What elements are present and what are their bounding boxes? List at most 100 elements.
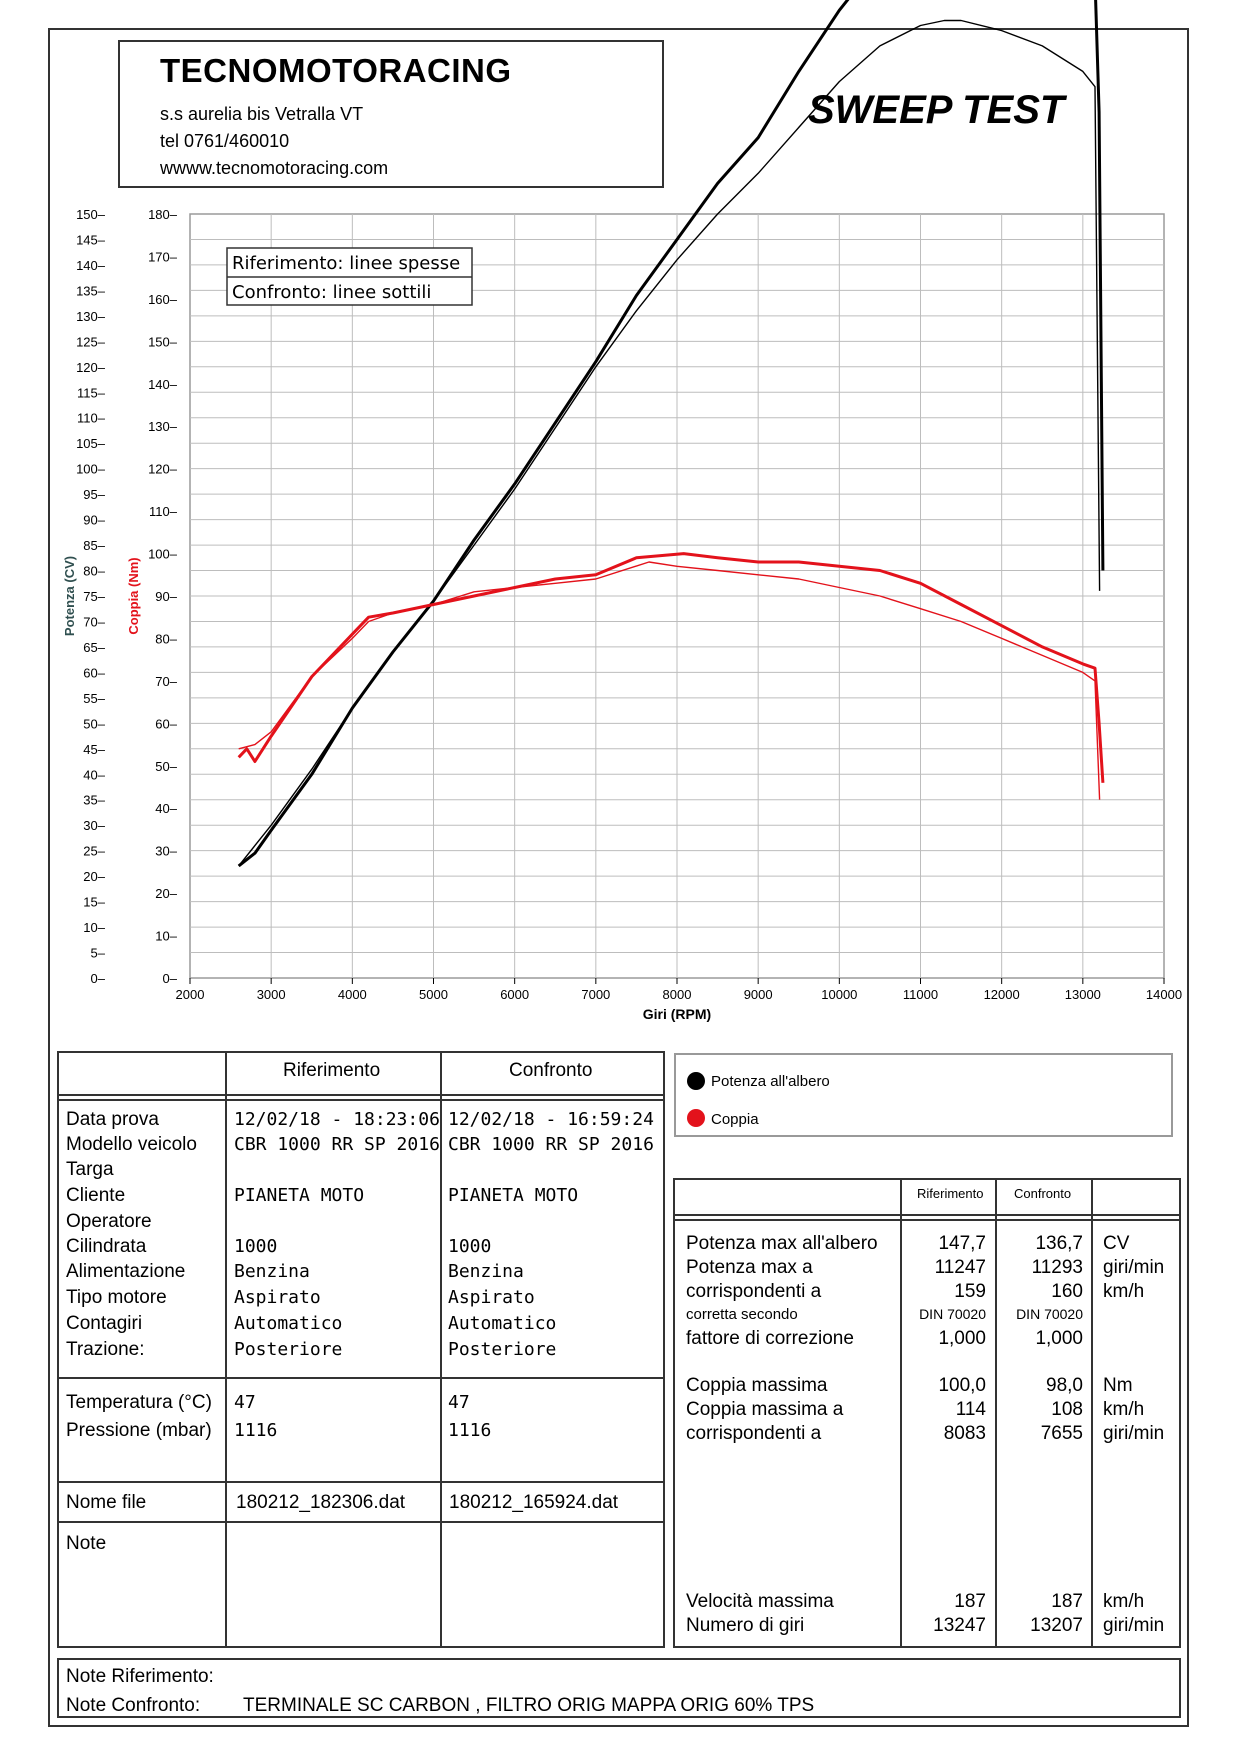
result-ref-value: DIN 70020	[919, 1306, 986, 1322]
result-ref-value: 13247	[933, 1615, 986, 1636]
result-ref-value: 11247	[934, 1257, 986, 1278]
note-ref-label: Note Riferimento:	[66, 1666, 214, 1687]
company-website: wwww.tecnomotoracing.com	[160, 158, 389, 178]
dyno-chart: 2000 3000 4000 5000 6000 7000 8000 9000 10000 110…	[62, 0, 1182, 1022]
info-ref-value: PIANETA MOTO	[234, 1185, 365, 1206]
torque-tick-label: 140–	[148, 377, 178, 392]
info-label: Tipo motore	[66, 1287, 167, 1308]
result-ref-value: 147,7	[938, 1233, 986, 1254]
result-label: Numero di giri	[686, 1615, 805, 1636]
info-label: Trazione:	[66, 1339, 145, 1360]
result-label: Potenza max all'albero	[686, 1233, 878, 1254]
page-frame	[48, 28, 1189, 1727]
power-tick-label: 145–	[76, 232, 106, 247]
torque-tick-label: 130–	[148, 419, 178, 434]
power-axis-label: Potenza (CV)	[62, 556, 77, 636]
chart-series	[237, 0, 1105, 868]
result-label: Potenza max a	[686, 1257, 813, 1278]
info-ref-value: Benzina	[234, 1261, 310, 1282]
results-col-ref: Riferimento	[917, 1186, 984, 1201]
info-ref-value: 1000	[234, 1236, 278, 1257]
result-conf-value: 13207	[1030, 1615, 1083, 1636]
env-ref-temp: 47	[234, 1392, 256, 1413]
power-tick-label: 100–	[76, 462, 106, 477]
power-tick-label: 105–	[76, 436, 106, 451]
info-label: Operatore	[66, 1211, 152, 1232]
result-label: Coppia massima a	[686, 1399, 844, 1420]
info-conf-value: Benzina	[448, 1261, 524, 1282]
x-axis-label: Giri (RPM)	[643, 1006, 711, 1022]
env-label-press: Pressione (mbar)	[66, 1420, 212, 1441]
company-box: TECNOMOTORACING s.s aurelia bis Vetralla…	[118, 40, 664, 188]
result-unit: km/h	[1103, 1591, 1145, 1612]
legend-torque-label: Coppia	[711, 1111, 759, 1128]
results-table	[673, 1178, 1181, 1648]
result-conf-value: DIN 70020	[1016, 1306, 1083, 1322]
torque-tick-label: 180–	[148, 207, 178, 222]
company-phone: tel 0761/460010	[160, 131, 290, 151]
info-conf-value: PIANETA MOTO	[448, 1185, 579, 1206]
power-tick-label: 35–	[83, 793, 105, 808]
power-tick-label: 10–	[83, 920, 105, 935]
power-tick-label: 15–	[83, 895, 105, 910]
power-tick-label: 65–	[83, 640, 105, 655]
info-label: Cliente	[66, 1185, 126, 1206]
x-tick-label: 7000	[581, 987, 610, 1002]
result-conf-value: 98,0	[1046, 1375, 1083, 1396]
test-title: SWEEP TEST	[808, 88, 1065, 132]
torque-axis-label: Coppia (Nm)	[126, 557, 141, 634]
info-ref-value: Automatico	[234, 1313, 343, 1334]
power-tick-label: 110–	[77, 411, 106, 426]
env-label-temp: Temperatura (°C)	[66, 1392, 212, 1413]
info-col-ref: Riferimento	[283, 1060, 381, 1081]
power-tick-label: 140–	[76, 258, 106, 273]
note-conf-value: TERMINALE SC CARBON , FILTRO ORIG MAPPA …	[243, 1695, 815, 1716]
torque-tick-label: 120–	[148, 462, 178, 477]
info-conf-value: Aspirato	[448, 1287, 535, 1308]
power-tick-label: 95–	[83, 487, 105, 502]
result-unit: giri/min	[1103, 1257, 1165, 1278]
x-tick-label: 10000	[821, 987, 857, 1002]
x-tick-label: 8000	[663, 987, 692, 1002]
result-label: corretta secondo	[686, 1306, 798, 1323]
note-label: Note	[66, 1533, 107, 1554]
power-tick-label: 30–	[83, 818, 105, 833]
inset-legend: Riferimento: linee spesse Confronto: line…	[226, 247, 473, 306]
power-tick-label: 75–	[83, 589, 105, 604]
info-label: Cilindrata	[66, 1236, 147, 1257]
env-ref-press: 1116	[234, 1420, 278, 1441]
torque-line-conf	[238, 561, 1101, 800]
power-tick-label: 135–	[76, 283, 106, 298]
power-tick-label: 80–	[83, 564, 105, 579]
x-tick-label: 9000	[744, 987, 773, 1002]
info-ref-value: Aspirato	[234, 1287, 321, 1308]
x-tick-label: 12000	[984, 987, 1020, 1002]
info-conf-value: 12/02/18 - 16:59:24	[448, 1109, 654, 1130]
power-tick-label: 40–	[83, 767, 105, 782]
inset-legend-text: Confronto: linee sottili	[232, 282, 431, 303]
info-label: Contagiri	[66, 1313, 143, 1334]
result-label: corrispondenti a	[686, 1281, 822, 1302]
file-label: Nome file	[66, 1492, 147, 1513]
legend-power-marker	[687, 1072, 705, 1090]
result-label: fattore di correzione	[686, 1328, 854, 1349]
x-tick-label: 6000	[500, 987, 529, 1002]
result-conf-value: 136,7	[1035, 1233, 1083, 1254]
result-unit: Nm	[1103, 1375, 1133, 1396]
power-tick-label: 60–	[83, 665, 105, 680]
legend-power-label: Potenza all'albero	[711, 1073, 830, 1090]
inset-legend-text: Riferimento: linee spesse	[232, 253, 460, 274]
x-tick-label: 4000	[338, 987, 367, 1002]
series-legend	[674, 1053, 1173, 1137]
result-label: Velocità massima	[686, 1591, 834, 1612]
result-conf-value: 11293	[1031, 1257, 1083, 1278]
result-conf-value: 7655	[1040, 1423, 1083, 1444]
info-ref-value: 12/02/18 - 18:23:06	[234, 1109, 440, 1130]
results-col-conf: Confronto	[1014, 1186, 1072, 1201]
result-ref-value: 187	[954, 1591, 986, 1612]
x-tick-label: 11000	[903, 987, 938, 1002]
chart-grid	[189, 213, 1165, 979]
power-tick-label: 125–	[76, 334, 106, 349]
x-tick-label: 13000	[1065, 987, 1101, 1002]
power-tick-label: 5–	[91, 946, 106, 961]
